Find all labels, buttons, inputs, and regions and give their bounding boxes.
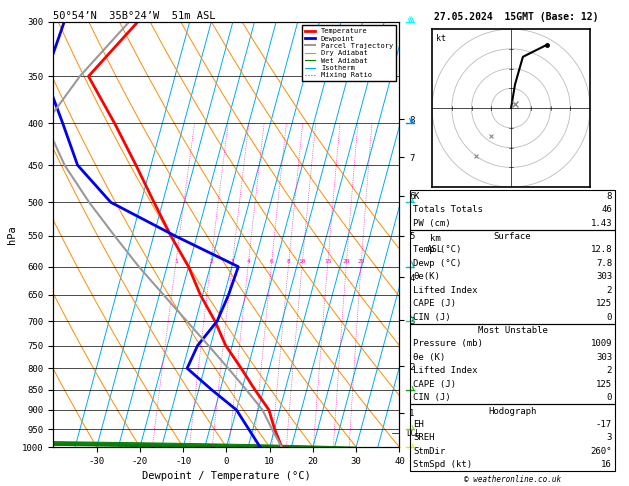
- Text: 0: 0: [606, 393, 612, 402]
- Text: 125: 125: [596, 299, 612, 308]
- Text: 1.43: 1.43: [591, 219, 612, 227]
- Text: Surface: Surface: [494, 232, 532, 241]
- Text: 16: 16: [601, 460, 612, 469]
- Text: 1009: 1009: [591, 339, 612, 348]
- Text: 2: 2: [606, 366, 612, 375]
- Text: CAPE (J): CAPE (J): [413, 380, 456, 389]
- Text: 2: 2: [209, 260, 213, 264]
- Text: Hodograph: Hodograph: [489, 406, 537, 416]
- Text: 3: 3: [606, 434, 612, 442]
- X-axis label: Dewpoint / Temperature (°C): Dewpoint / Temperature (°C): [142, 471, 311, 482]
- Text: kt: kt: [436, 34, 446, 43]
- Text: 15: 15: [324, 260, 331, 264]
- Text: © weatheronline.co.uk: © weatheronline.co.uk: [464, 474, 561, 484]
- Text: 303: 303: [596, 272, 612, 281]
- Text: 8: 8: [287, 260, 291, 264]
- Text: 10: 10: [299, 260, 306, 264]
- Legend: Temperature, Dewpoint, Parcel Trajectory, Dry Adiabat, Wet Adiabat, Isotherm, Mi: Temperature, Dewpoint, Parcel Trajectory…: [302, 25, 396, 81]
- Text: StmDir: StmDir: [413, 447, 445, 456]
- Text: SREH: SREH: [413, 434, 435, 442]
- Text: 125: 125: [596, 380, 612, 389]
- Y-axis label: km
ASL: km ASL: [427, 235, 443, 254]
- Text: 0: 0: [606, 312, 612, 322]
- Text: θe (K): θe (K): [413, 353, 445, 362]
- Text: Pressure (mb): Pressure (mb): [413, 339, 483, 348]
- Text: 4: 4: [247, 260, 250, 264]
- Text: 46: 46: [601, 205, 612, 214]
- Text: CAPE (J): CAPE (J): [413, 299, 456, 308]
- Text: Totals Totals: Totals Totals: [413, 205, 483, 214]
- Text: 1: 1: [174, 260, 178, 264]
- Text: K: K: [413, 192, 419, 201]
- Text: -17: -17: [596, 420, 612, 429]
- Text: CIN (J): CIN (J): [413, 393, 451, 402]
- Text: LCL: LCL: [406, 429, 420, 438]
- Text: PW (cm): PW (cm): [413, 219, 451, 227]
- Text: 50°54’N  35B°24’W  51m ASL: 50°54’N 35B°24’W 51m ASL: [53, 11, 216, 21]
- Text: 6: 6: [270, 260, 274, 264]
- Text: 12.8: 12.8: [591, 245, 612, 255]
- Text: CIN (J): CIN (J): [413, 312, 451, 322]
- Text: 2: 2: [606, 286, 612, 295]
- Text: 303: 303: [596, 353, 612, 362]
- Text: 7.8: 7.8: [596, 259, 612, 268]
- Text: 8: 8: [606, 192, 612, 201]
- Text: Lifted Index: Lifted Index: [413, 366, 478, 375]
- Text: 260°: 260°: [591, 447, 612, 456]
- Text: StmSpd (kt): StmSpd (kt): [413, 460, 472, 469]
- Text: 27.05.2024  15GMT (Base: 12): 27.05.2024 15GMT (Base: 12): [433, 12, 598, 22]
- Text: 25: 25: [357, 260, 365, 264]
- Text: 20: 20: [343, 260, 350, 264]
- Text: Dewp (°C): Dewp (°C): [413, 259, 462, 268]
- Text: Temp (°C): Temp (°C): [413, 245, 462, 255]
- Text: Most Unstable: Most Unstable: [477, 326, 548, 335]
- Text: EH: EH: [413, 420, 424, 429]
- Text: 3: 3: [231, 260, 235, 264]
- Text: θe(K): θe(K): [413, 272, 440, 281]
- Text: Lifted Index: Lifted Index: [413, 286, 478, 295]
- Y-axis label: hPa: hPa: [7, 225, 17, 244]
